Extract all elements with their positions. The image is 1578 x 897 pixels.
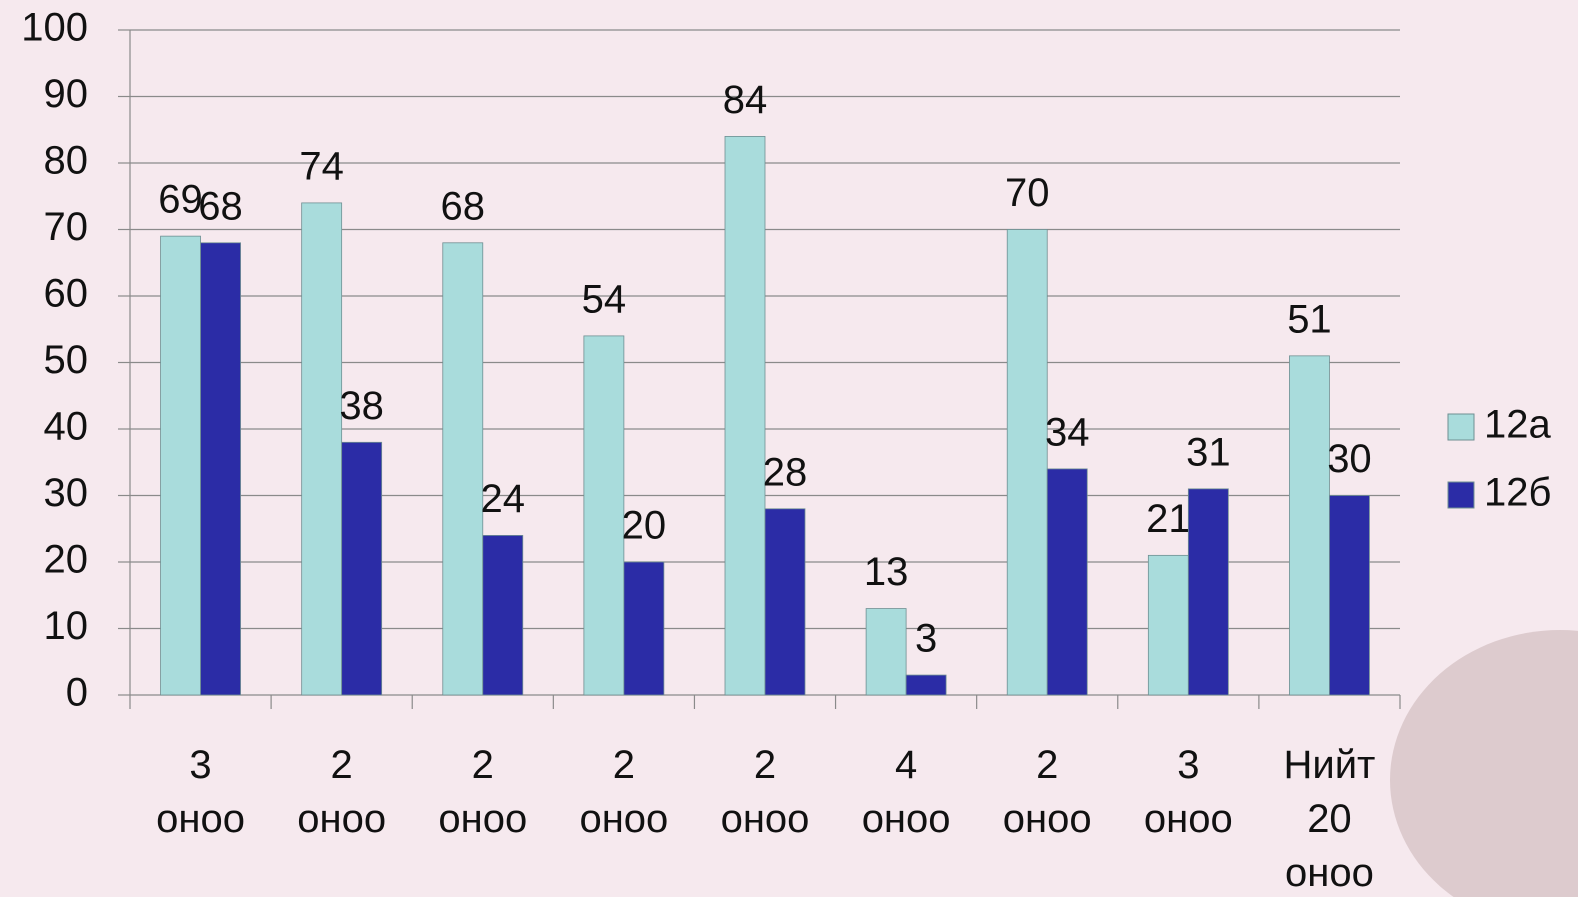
y-tick-label: 0 bbox=[66, 671, 88, 715]
value-label: 69 bbox=[158, 178, 203, 222]
page: 01020304050607080901003оноо69682оноо7438… bbox=[0, 0, 1578, 897]
bar bbox=[584, 336, 624, 695]
value-label: 70 bbox=[1005, 171, 1050, 215]
bar bbox=[201, 243, 241, 695]
y-tick-label: 70 bbox=[44, 205, 89, 249]
value-label: 31 bbox=[1186, 430, 1231, 474]
value-label: 21 bbox=[1146, 497, 1191, 541]
value-label: 20 bbox=[622, 504, 667, 548]
bar bbox=[866, 609, 906, 695]
value-label: 68 bbox=[441, 184, 486, 228]
bar bbox=[1047, 469, 1087, 695]
value-label: 3 bbox=[915, 617, 937, 661]
bar bbox=[1188, 489, 1228, 695]
value-label: 68 bbox=[198, 184, 243, 228]
y-tick-label: 50 bbox=[44, 338, 89, 382]
bar bbox=[342, 442, 382, 695]
bar bbox=[1148, 555, 1188, 695]
bar bbox=[725, 136, 765, 695]
value-label: 30 bbox=[1327, 437, 1372, 481]
chart: 01020304050607080901003оноо69682оноо7438… bbox=[0, 0, 1578, 897]
y-tick-label: 90 bbox=[44, 72, 89, 116]
y-tick-label: 40 bbox=[44, 405, 89, 449]
legend-swatch bbox=[1448, 482, 1474, 508]
value-label: 28 bbox=[763, 450, 808, 494]
y-tick-label: 80 bbox=[44, 139, 89, 183]
bar bbox=[302, 203, 342, 695]
bar bbox=[1329, 496, 1369, 696]
legend-swatch bbox=[1448, 414, 1474, 440]
bar bbox=[906, 675, 946, 695]
bar bbox=[161, 236, 201, 695]
y-tick-label: 100 bbox=[21, 6, 88, 50]
value-label: 54 bbox=[582, 277, 627, 321]
y-tick-label: 10 bbox=[44, 604, 89, 648]
bar bbox=[624, 562, 664, 695]
bar bbox=[443, 243, 483, 695]
value-label: 34 bbox=[1045, 410, 1090, 454]
legend-label: 12а bbox=[1484, 403, 1551, 447]
value-label: 24 bbox=[481, 477, 526, 521]
y-tick-label: 20 bbox=[44, 538, 89, 582]
y-tick-label: 60 bbox=[44, 272, 89, 316]
legend-label: 12б bbox=[1484, 471, 1551, 515]
bar bbox=[1007, 230, 1047, 696]
value-label: 38 bbox=[339, 384, 384, 428]
bar bbox=[1289, 356, 1329, 695]
value-label: 74 bbox=[299, 144, 344, 188]
value-label: 51 bbox=[1287, 297, 1332, 341]
value-label: 84 bbox=[723, 78, 768, 122]
bar bbox=[483, 535, 523, 695]
value-label: 13 bbox=[864, 550, 909, 594]
y-tick-label: 30 bbox=[44, 471, 89, 515]
bar bbox=[765, 509, 805, 695]
